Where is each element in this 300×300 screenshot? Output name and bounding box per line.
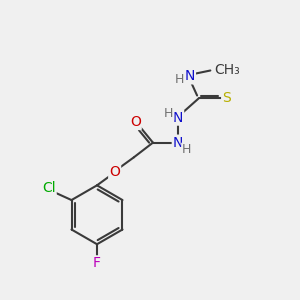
Text: H: H [182,143,191,157]
Text: Cl: Cl [42,181,56,195]
Text: H: H [164,107,173,120]
Text: F: F [93,256,101,270]
Text: N: N [173,111,183,124]
Text: O: O [130,115,141,129]
Text: H: H [175,74,184,86]
Text: N: N [184,69,195,83]
Text: S: S [222,92,231,106]
Text: CH₃: CH₃ [214,64,240,77]
Text: N: N [173,136,183,150]
Text: O: O [109,165,120,179]
